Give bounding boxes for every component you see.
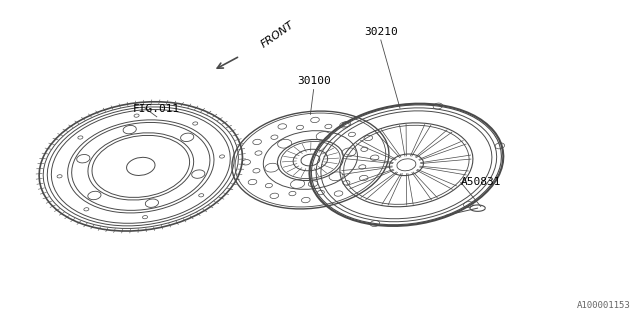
Text: FRONT: FRONT xyxy=(259,20,296,50)
Text: FIG.011: FIG.011 xyxy=(133,104,180,114)
Text: 30210: 30210 xyxy=(364,27,397,37)
Text: A100001153: A100001153 xyxy=(577,301,630,310)
Text: 30100: 30100 xyxy=(297,76,330,86)
Text: A50831: A50831 xyxy=(461,177,501,188)
